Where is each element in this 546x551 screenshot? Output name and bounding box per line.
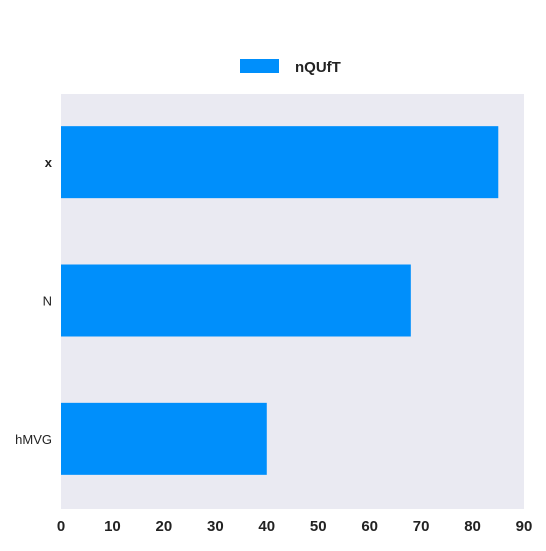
x-tick-label-80: 80 [464, 518, 481, 535]
bars-group [61, 126, 499, 475]
bar-x [61, 126, 499, 199]
category-label-N: N [43, 294, 52, 309]
x-tick-label-90: 90 [516, 518, 533, 535]
x-axis-ticks: 0 10 20 30 40 50 60 70 80 90 [57, 518, 533, 535]
x-tick-label-40: 40 [258, 518, 275, 535]
x-tick-label-70: 70 [413, 518, 430, 535]
x-tick-label-10: 10 [104, 518, 121, 535]
x-tick-label-20: 20 [156, 518, 173, 535]
bar-hMVG [61, 402, 267, 475]
legend-swatch [240, 59, 279, 73]
x-tick-label-30: 30 [207, 518, 224, 535]
x-tick-label-0: 0 [57, 518, 65, 535]
x-tick-label-50: 50 [310, 518, 327, 535]
legend-label: nQUfT [295, 59, 341, 76]
bar-N [61, 264, 411, 337]
category-label-x: x [45, 155, 53, 170]
legend: nQUfT [240, 59, 341, 76]
x-tick-label-60: 60 [361, 518, 378, 535]
category-label-hMVG: hMVG [15, 432, 52, 447]
